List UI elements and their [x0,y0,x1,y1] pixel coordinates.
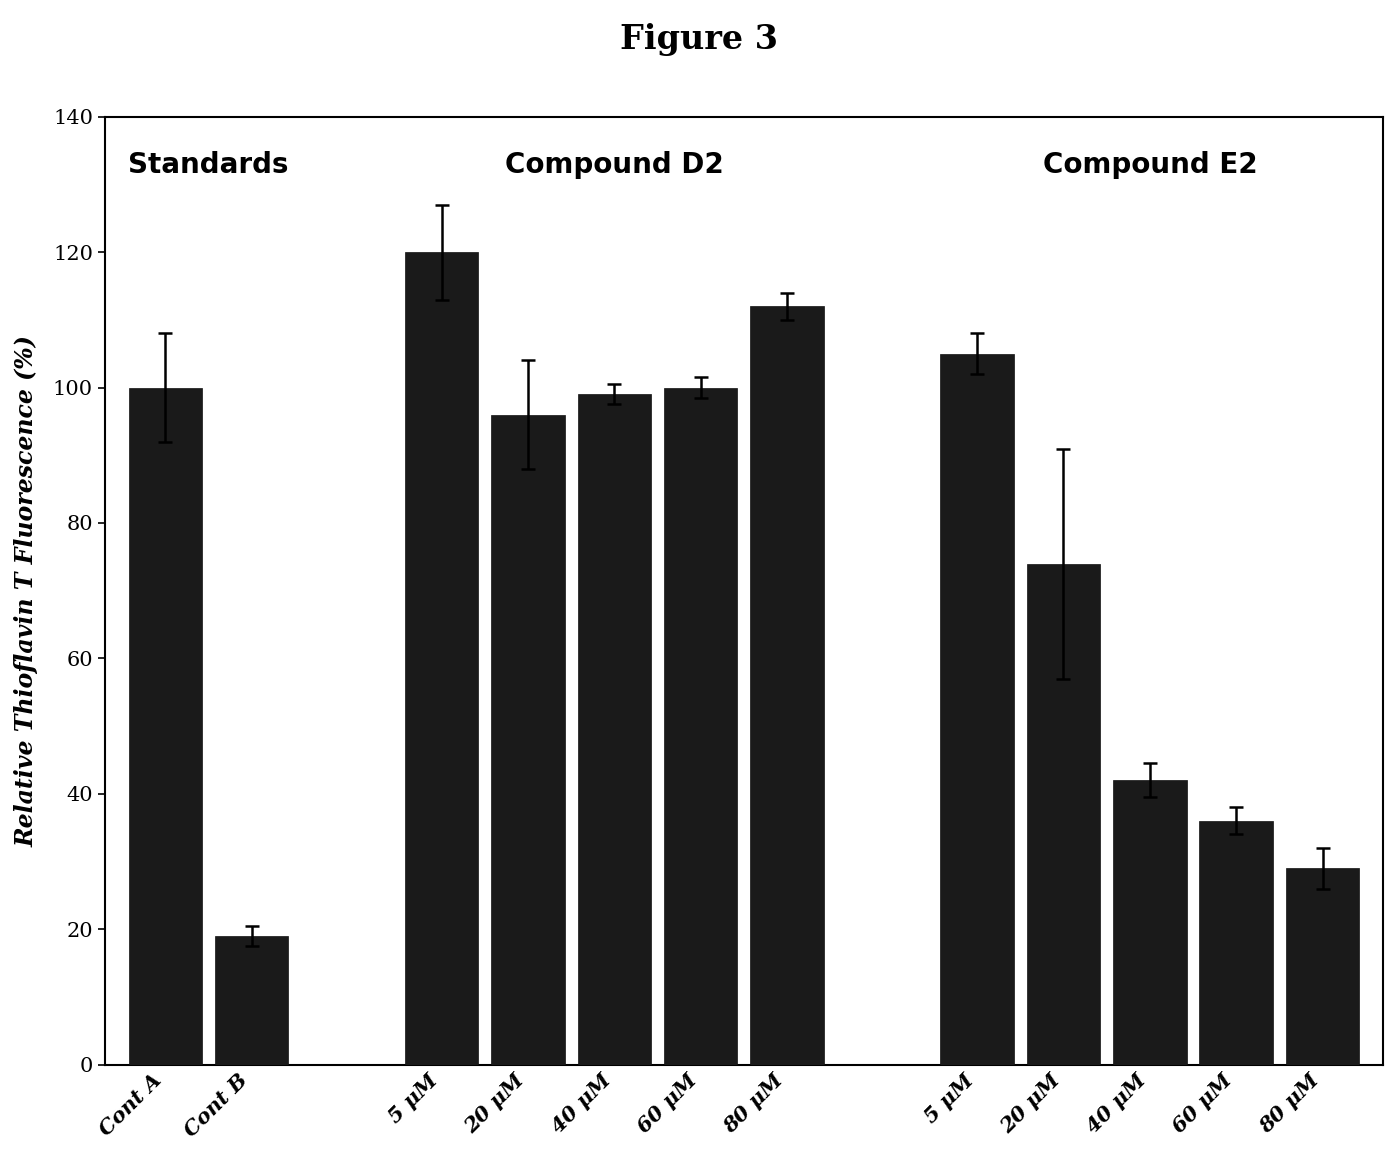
Bar [1286,868,1359,1065]
Bar [1113,780,1187,1065]
Bar [491,415,565,1065]
Text: Standards: Standards [129,150,289,178]
Text: Figure 3: Figure 3 [619,23,779,57]
Bar [405,252,478,1065]
Text: Compound D2: Compound D2 [505,150,724,178]
Bar [129,387,201,1065]
Bar [215,936,288,1065]
Bar [941,354,1014,1065]
Y-axis label: Relative Thioflavin T Fluorescence (%): Relative Thioflavin T Fluorescence (%) [15,335,39,846]
Text: Compound E2: Compound E2 [1043,150,1257,178]
Bar [577,394,651,1065]
Bar [664,387,737,1065]
Bar [1026,564,1100,1065]
Bar [751,306,823,1065]
Bar [1199,821,1274,1065]
